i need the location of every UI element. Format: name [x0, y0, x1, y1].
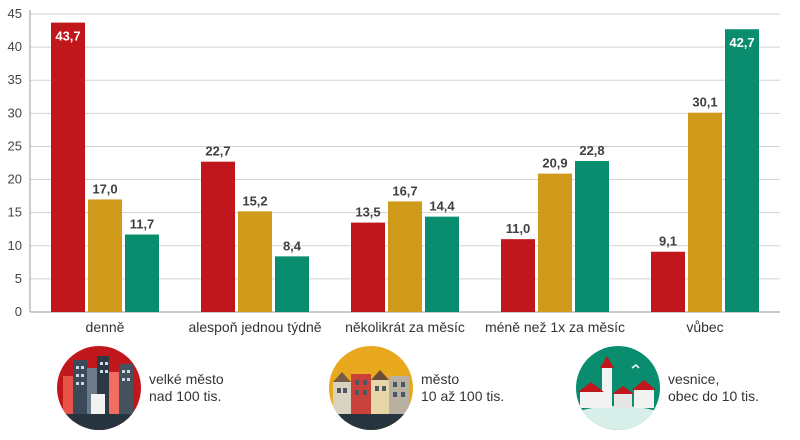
bar: [388, 201, 422, 312]
legend-item-village: vesnice, obec do 10 tis.: [576, 346, 759, 430]
x-tick-label: vůbec: [686, 319, 723, 335]
y-axis-ticks: 0 5 10 15 20 25 30 35 40 45: [8, 6, 22, 319]
y-tick-label: 30: [8, 105, 22, 120]
bar: [275, 256, 309, 312]
bar: [425, 216, 459, 312]
data-label: 20,9: [542, 156, 567, 171]
data-label: 8,4: [283, 238, 302, 253]
x-tick-label: několikrát za měsíc: [345, 319, 465, 335]
data-label: 13,5: [355, 205, 380, 220]
bar: [351, 222, 385, 312]
bar-chart: 0 5 10 15 20 25 30 35 40 45 43,7 17,0 11,7 22,7 15,2 8…: [8, 6, 780, 335]
big-city-icon: [57, 346, 141, 430]
bar: [201, 161, 235, 312]
bar: [651, 251, 685, 312]
data-label: 16,7: [392, 183, 417, 198]
data-label: 15,2: [242, 193, 267, 208]
town-icon: [329, 346, 413, 430]
y-tick-label: 35: [8, 72, 22, 87]
bar: [238, 211, 272, 312]
y-tick-label: 20: [8, 172, 22, 187]
bars: [51, 22, 759, 313]
bar: [88, 199, 122, 312]
data-label: 11,7: [130, 217, 155, 232]
data-label: 22,7: [205, 144, 230, 159]
bar: [538, 173, 572, 312]
bar: [125, 234, 159, 312]
data-label: 43,7: [55, 29, 80, 44]
data-label: 11,0: [506, 221, 531, 236]
legend-item-town: město 10 až 100 tis.: [329, 346, 504, 430]
y-tick-label: 40: [8, 39, 22, 54]
x-axis-labels: denně alespoň jednou týdně několikrát za m…: [86, 319, 724, 335]
y-tick-label: 45: [8, 6, 22, 21]
legend-item-big-city: velké město nad 100 tis.: [57, 346, 224, 430]
data-label: 42,7: [729, 35, 754, 50]
data-label: 22,8: [579, 143, 604, 158]
legend-label-town: město 10 až 100 tis.: [421, 371, 505, 404]
data-label: 17,0: [92, 181, 117, 196]
y-tick-label: 25: [8, 138, 22, 153]
x-tick-label: denně: [86, 319, 125, 335]
bar: [688, 112, 722, 312]
x-tick-label: méně než 1x za měsíc: [485, 319, 625, 335]
y-tick-label: 15: [8, 205, 22, 220]
bar: [575, 161, 609, 312]
legend-label-big-city: velké město nad 100 tis.: [149, 371, 224, 404]
value-labels: 43,7 17,0 11,7 22,7 15,2 8,4 13,5 16,7 14,4 11,0 2…: [55, 29, 754, 254]
bar: [51, 22, 85, 313]
y-tick-label: 10: [8, 238, 22, 253]
bar: [725, 29, 759, 313]
data-label: 30,1: [692, 95, 717, 110]
village-icon: [576, 346, 660, 430]
legend-label-village: vesnice, obec do 10 tis.: [668, 371, 760, 404]
x-tick-label: alespoň jednou týdně: [188, 319, 321, 335]
data-label: 14,4: [429, 199, 455, 214]
bar: [501, 239, 535, 312]
data-label: 9,1: [659, 234, 677, 249]
y-tick-label: 0: [15, 304, 22, 319]
y-tick-label: 5: [15, 271, 22, 286]
